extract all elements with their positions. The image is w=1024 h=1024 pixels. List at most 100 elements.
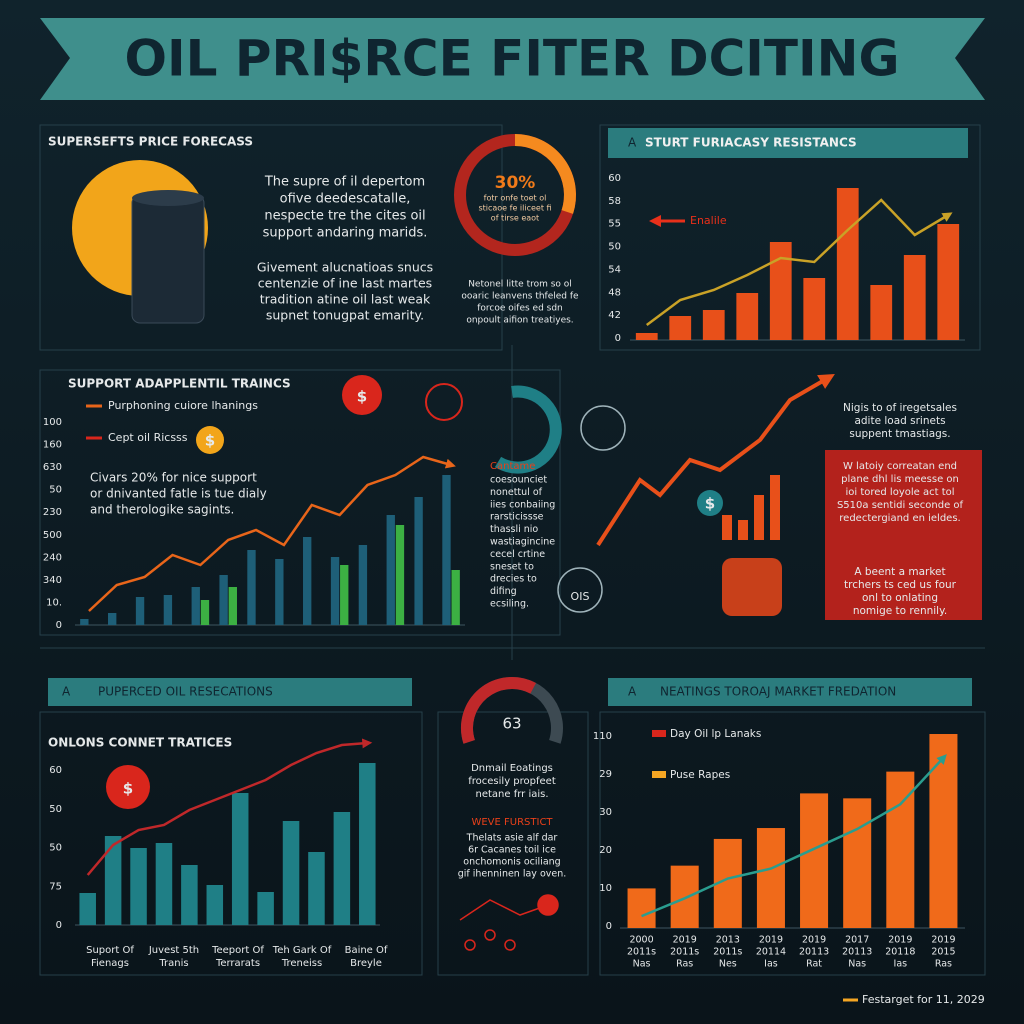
y-axis-label: 30 — [599, 807, 612, 818]
bar — [359, 763, 376, 925]
bar — [340, 565, 349, 625]
x-tick-label: Ras — [676, 959, 693, 970]
y-axis-label: 48 — [608, 287, 621, 298]
bar — [181, 865, 198, 925]
paragraph: gif ihenninen lay oven. — [458, 869, 567, 880]
y-axis-label: 340 — [43, 575, 62, 586]
y-axis-label: 55 — [608, 219, 621, 230]
paragraph: supnet tonugpat emarity. — [266, 308, 424, 323]
y-axis-label: 60 — [608, 173, 621, 184]
bar — [104, 836, 122, 925]
x-tick-label: Nes — [719, 959, 737, 970]
paragraph: tradition atine oil last weak — [260, 292, 431, 307]
box-text: S510a sentidi seconde of — [837, 500, 964, 511]
gauge-fill — [461, 677, 537, 744]
panel-heading: STURT FURIACASY RESISTANCS — [645, 136, 857, 150]
y-axis-label: 10 — [599, 883, 612, 894]
y-axis-label: 54 — [608, 264, 621, 275]
bar — [333, 812, 351, 925]
icon-label: OIS — [571, 590, 590, 603]
barrel-top — [132, 190, 204, 206]
coin-stack — [722, 558, 782, 616]
bar — [736, 293, 759, 340]
bar — [257, 892, 274, 925]
footer: Festarget for 11, 2029 — [862, 993, 985, 1006]
paragraph: onchomonis ociliang — [463, 857, 560, 868]
bar — [219, 575, 228, 625]
legend-label: Cept oil Ricsss — [108, 431, 188, 444]
bar — [929, 734, 958, 928]
x-tick-label: Baine Of — [345, 945, 388, 956]
panel-frames — [39, 124, 986, 976]
bar — [308, 852, 325, 925]
x-tick-label: 2011s — [627, 947, 656, 958]
paragraph: nomige to rennily. — [853, 605, 947, 617]
donut-text: sticaoe fe iliceet fi — [478, 204, 551, 213]
side-title: Cantame — [490, 461, 535, 472]
paragraph: and therologike sagints. — [90, 503, 234, 517]
x-tick-label: 2019 — [759, 935, 783, 946]
bar — [191, 587, 200, 625]
bar — [836, 188, 859, 340]
side-text: wastiagincine — [490, 537, 555, 548]
legend-label: Puse Rapes — [670, 769, 730, 781]
y-axis-label: 0 — [615, 333, 621, 344]
mini-bars — [722, 475, 780, 540]
x-tick-label: 2011s — [670, 947, 699, 958]
x-tick-label: 2015 — [931, 947, 955, 958]
paragraph: ofive deedescatalle, — [280, 192, 411, 207]
bar — [206, 885, 224, 925]
paragraph: The supre of il depertom — [264, 175, 425, 190]
paragraph: Givement alucnatioas snucs — [257, 260, 433, 275]
header-bar — [608, 128, 968, 158]
panel-heading: SUPERSEFTS PRICE FORECASS — [48, 135, 253, 149]
paragraph: Dnmail Eoatings — [471, 763, 553, 774]
x-tick-label: Suport Of — [86, 945, 134, 956]
line — [86, 738, 373, 876]
panel-heading: PUPERCED OIL RESECATIONS — [98, 685, 273, 699]
paragraph: trchers ts ced us four — [844, 579, 957, 591]
donut-text: of tirse eaot — [491, 214, 539, 223]
bar — [163, 595, 173, 625]
line — [646, 198, 953, 327]
side-text: iies conbaiing — [490, 499, 555, 510]
icon — [580, 405, 626, 451]
x-tick-label: Terrarats — [215, 958, 260, 969]
bar — [200, 600, 210, 625]
paragraph: Civars 20% for nice support — [90, 471, 257, 485]
header-bar — [48, 678, 412, 706]
y-axis-label: 50 — [49, 804, 62, 815]
legend-swatch — [652, 771, 666, 778]
side-text: rarsticissse — [490, 512, 544, 523]
x-tick-label: Juvest 5th — [148, 945, 199, 956]
icon — [196, 426, 224, 454]
bar — [702, 310, 725, 340]
bar — [247, 550, 256, 625]
bar — [669, 316, 692, 340]
x-tick-label: 20118 — [885, 947, 915, 958]
x-tick-label: Nas — [633, 959, 651, 970]
red-box — [825, 450, 982, 620]
icon — [106, 765, 150, 809]
x-tick-label: Nas — [848, 959, 866, 970]
x-tick-label: 2019 — [802, 935, 826, 946]
bar — [303, 537, 312, 625]
title: OIL PRI$RCE FITER DCITING — [125, 30, 900, 88]
side-text: cecel crtine — [490, 549, 545, 560]
x-tick-label: Ras — [935, 959, 952, 970]
icon — [557, 567, 603, 613]
x-tick-label: 2019 — [673, 935, 697, 946]
box-text: redectergiand en ieldes. — [839, 513, 960, 524]
line — [641, 754, 947, 918]
bar — [108, 613, 117, 625]
icon — [342, 375, 382, 415]
legend-swatch — [652, 730, 666, 737]
paragraph: support andaring marids. — [263, 226, 428, 241]
bar — [803, 278, 826, 340]
bar — [80, 619, 89, 625]
y-axis-label: 42 — [608, 310, 621, 321]
badge: A — [628, 685, 637, 699]
caption: forcoe oifes ed sdn — [477, 304, 563, 314]
y-axis-label: 10. — [46, 597, 62, 608]
y-axis-label: 0 — [56, 920, 62, 931]
